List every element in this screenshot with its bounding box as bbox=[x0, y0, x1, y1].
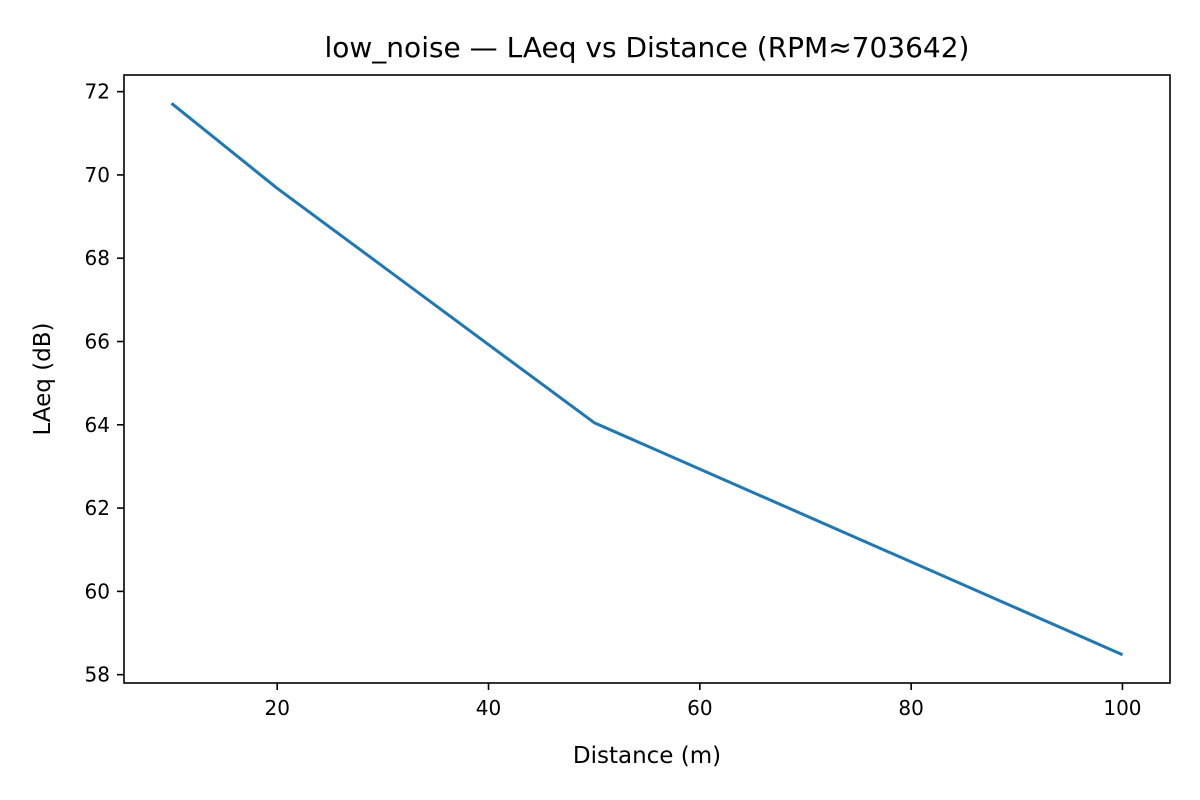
x-axis-label: Distance (m) bbox=[573, 743, 721, 769]
series-layer bbox=[170, 102, 1124, 657]
y-tick-label: 70 bbox=[85, 163, 110, 187]
plot-frame bbox=[123, 74, 1171, 684]
y-tick-label: 68 bbox=[85, 246, 110, 270]
x-tick-label: 100 bbox=[1103, 696, 1141, 720]
y-axis-label: LAeq (dB) bbox=[30, 322, 56, 435]
x-tick-label: 60 bbox=[687, 696, 712, 720]
x-axis: 20 40 60 80 100 bbox=[264, 683, 1142, 720]
y-tick-label: 66 bbox=[85, 330, 110, 354]
plot-area bbox=[123, 74, 1171, 684]
x-tick-label: 80 bbox=[898, 696, 923, 720]
y-tick-label: 60 bbox=[85, 579, 110, 603]
x-tick-label: 20 bbox=[264, 696, 289, 720]
y-axis: 58 60 62 64 66 68 70 72 bbox=[85, 80, 124, 687]
x-tick-label: 40 bbox=[476, 696, 501, 720]
y-tick-label: 72 bbox=[85, 80, 110, 104]
series-line bbox=[170, 102, 1124, 657]
y-tick-label: 64 bbox=[85, 413, 110, 437]
chart-title: low_noise — LAeq vs Distance (RPM≈703642… bbox=[325, 31, 970, 64]
y-tick-label: 62 bbox=[85, 496, 110, 520]
y-tick-label: 58 bbox=[85, 663, 110, 687]
